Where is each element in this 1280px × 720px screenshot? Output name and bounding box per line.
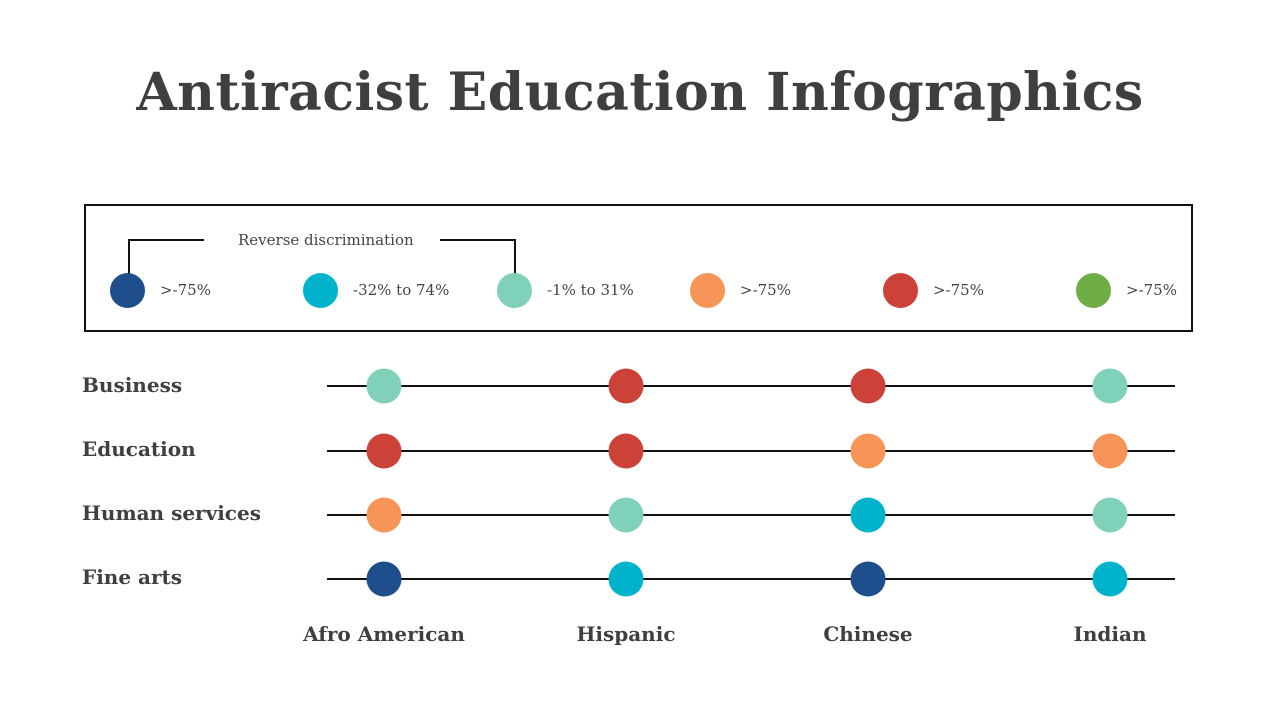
legend-label: -32% to 74% [353, 281, 450, 299]
legend-dot-mint [497, 272, 532, 308]
legend-dot-red [883, 272, 918, 308]
dot-education-afro-american [366, 433, 402, 469]
dot-business-afro-american [366, 368, 402, 404]
legend-item-cyan: -32% to 74% [303, 272, 449, 308]
row-label-education: Education [82, 437, 196, 461]
legend-item-orange: >-75% [690, 272, 791, 308]
dot-education-hispanic [608, 433, 644, 469]
legend-bracket-left-drop [128, 239, 130, 275]
dot-human-services-hispanic [608, 497, 644, 533]
legend-label: >-75% [740, 281, 791, 299]
legend-dot-green [1076, 272, 1111, 308]
legend-heading: Reverse discrimination [238, 231, 414, 249]
dot-human-services-afro-american [366, 497, 402, 533]
dot-education-chinese [850, 433, 886, 469]
dot-fine-arts-afro-american [366, 561, 402, 597]
dot-education-indian [1092, 433, 1128, 469]
dot-fine-arts-chinese [850, 561, 886, 597]
legend-dot-cyan [303, 272, 338, 308]
dot-human-services-indian [1092, 497, 1128, 533]
legend-label: >-75% [160, 281, 211, 299]
legend-item-navy: >-75% [110, 272, 211, 308]
col-label-chinese: Chinese [823, 622, 913, 646]
row-label-fine-arts: Fine arts [82, 565, 183, 589]
page-title: Antiracist Education Infographics [136, 62, 1144, 123]
legend-item-mint: -1% to 31% [497, 272, 634, 308]
legend-bracket-right-drop [514, 239, 516, 275]
dot-business-indian [1092, 368, 1128, 404]
col-label-indian: Indian [1073, 622, 1147, 646]
legend-bracket-right [440, 239, 516, 241]
legend-label: >-75% [1126, 281, 1177, 299]
legend-label: -1% to 31% [547, 281, 634, 299]
dot-business-hispanic [608, 368, 644, 404]
legend-item-red: >-75% [883, 272, 984, 308]
dot-human-services-chinese [850, 497, 886, 533]
dot-fine-arts-indian [1092, 561, 1128, 597]
dot-business-chinese [850, 368, 886, 404]
dot-fine-arts-hispanic [608, 561, 644, 597]
row-label-human-services: Human services [82, 501, 261, 525]
legend-dot-navy [110, 272, 145, 308]
legend-item-green: >-75% [1076, 272, 1177, 308]
legend: Reverse discrimination >-75% -32% to 74%… [84, 204, 1193, 332]
legend-dot-orange [690, 272, 725, 308]
col-label-afro-american: Afro American [303, 622, 465, 646]
legend-label: >-75% [933, 281, 984, 299]
row-label-business: Business [82, 373, 183, 397]
legend-bracket-left [128, 239, 204, 241]
col-label-hispanic: Hispanic [576, 622, 676, 646]
